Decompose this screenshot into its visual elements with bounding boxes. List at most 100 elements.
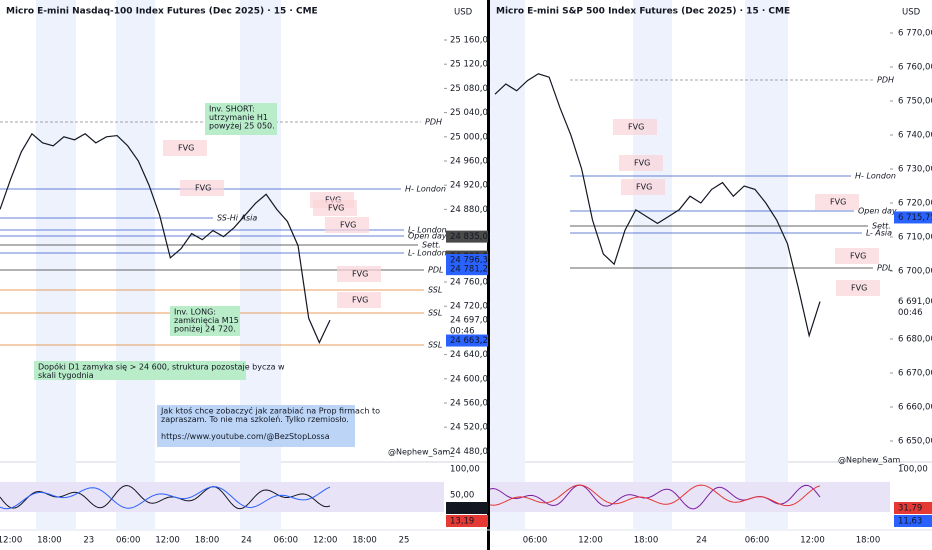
price-label: 6 710,00 (898, 233, 932, 243)
note-text: zamknięcia M15 (174, 316, 239, 325)
price-badge (894, 211, 932, 224)
level-label: SSL (428, 309, 442, 318)
fvg-zone (337, 266, 381, 282)
level-label: Sett. (422, 241, 441, 250)
session-band (633, 0, 672, 530)
price-label: 25 120,00 (450, 60, 493, 70)
note-text: Inv. SHORT: (209, 105, 255, 114)
watermark: @Nephew_Sam_ (388, 448, 455, 457)
level-label: Open day (408, 232, 447, 241)
time-label: 18:00 (195, 536, 220, 546)
price-line (494, 73, 821, 338)
level-label: Sett. (872, 222, 891, 231)
level-label: L- London (408, 226, 447, 235)
badge-label: 24 835,00 (450, 232, 493, 242)
fvg-label: FVG (178, 144, 194, 153)
price-label: 24 600,00 (450, 374, 493, 384)
price-badge (446, 334, 488, 347)
fvg-label: FVG (850, 252, 866, 261)
time-label: 18:00 (37, 536, 62, 546)
fvg-label: FVG (830, 198, 846, 207)
time-label: 18:00 (352, 536, 377, 546)
level-label: L- Asia (866, 229, 892, 238)
chart-title: Micro E-mini S&P 500 Index Futures (Dec … (496, 7, 790, 17)
badge-label: 24 796,35 (450, 256, 493, 266)
osc-line (489, 484, 821, 507)
price-label: 24 640,00 (450, 350, 493, 360)
note-text: Inv. LONG: (174, 308, 216, 317)
time-label: 06:00 (523, 536, 548, 546)
osc-line (0, 485, 331, 510)
time-label: 23 (83, 536, 94, 546)
session-band (745, 0, 788, 530)
note-text: Dopóki D1 zamyka się > 24 600, struktura… (38, 362, 285, 372)
price-badge (446, 230, 488, 243)
price-label: 24 880,00 (450, 205, 493, 215)
fvg-label: FVG (352, 296, 368, 305)
price-label: 25 080,00 (450, 84, 493, 94)
countdown: 00:46 (898, 308, 923, 318)
osc-badge-label: 31,79 (898, 504, 922, 514)
badge-label: 24 781,25 (450, 265, 493, 275)
level-label: PDH (425, 118, 442, 127)
osc-label: 100,00 (450, 465, 480, 475)
fvg-zone (619, 155, 663, 171)
session-band (490, 0, 525, 530)
note-text: skali tygodnia (38, 371, 94, 380)
price-label: 6 680,00 (898, 335, 932, 345)
osc-badge (894, 515, 932, 527)
price-label: 24 760,00 (450, 278, 493, 288)
osc-band (0, 482, 444, 512)
level-label: SSL (428, 286, 442, 295)
fvg-zone (313, 200, 357, 216)
fvg-zone (613, 119, 657, 135)
level-label: Open day (858, 207, 897, 216)
osc-badge-label: 29,08 (450, 504, 474, 514)
note-text: poniżej 24 720. (174, 325, 236, 334)
time-label: 12:00 (800, 536, 825, 546)
note-text: zapraszam. To nie ma szkoleń. Tylko rzem… (161, 415, 349, 424)
price-badge (446, 263, 488, 276)
time-label: 12:00 (155, 536, 180, 546)
price-label: 24 960,00 (450, 157, 493, 167)
level-label: L- London (408, 249, 447, 258)
level-label: SSL (428, 341, 442, 350)
fvg-zone (815, 194, 859, 210)
osc-label: 100,00 (898, 465, 928, 475)
level-label: H- London (855, 172, 896, 181)
osc-badge (446, 502, 488, 514)
price-label: 6 750,00 (898, 97, 932, 107)
osc-badge (894, 502, 932, 514)
note-box (170, 306, 240, 336)
price-label: 24 720,00 (450, 302, 493, 312)
note-box (205, 103, 277, 135)
level-label: PDL (428, 266, 443, 275)
time-label: 12:00 (0, 536, 22, 546)
price-label: 25 000,00 (450, 132, 493, 142)
countdown: 00:46 (450, 327, 475, 337)
time-label: 24 (696, 536, 707, 546)
osc-badge-label: 11,63 (898, 517, 922, 527)
session-band (36, 0, 76, 530)
time-label: 12:00 (578, 536, 603, 546)
price-label: 6 770,00 (898, 29, 932, 39)
session-band (116, 0, 155, 530)
fvg-zone (180, 180, 224, 196)
fvg-label: FVG (352, 270, 368, 279)
price-label: 6 700,00 (898, 267, 932, 277)
time-label: 06:00 (116, 536, 141, 546)
session-band (240, 0, 281, 530)
price-label: 6 670,00 (898, 369, 932, 379)
note-box (34, 361, 246, 380)
currency: USD (454, 8, 473, 18)
note-text: powyżej 25 050. (209, 122, 275, 131)
price-label: 24 920,00 (450, 181, 493, 191)
fvg-zone (337, 292, 381, 308)
fvg-label: FVG (636, 183, 652, 192)
osc-label: 50,00 (450, 491, 474, 501)
level-label: PDH (877, 76, 894, 85)
price-label: 25 160,00 (450, 36, 493, 46)
price-label: 25 040,00 (450, 108, 493, 118)
fvg-label: FVG (851, 284, 867, 293)
price-label: 6 660,00 (898, 403, 932, 413)
